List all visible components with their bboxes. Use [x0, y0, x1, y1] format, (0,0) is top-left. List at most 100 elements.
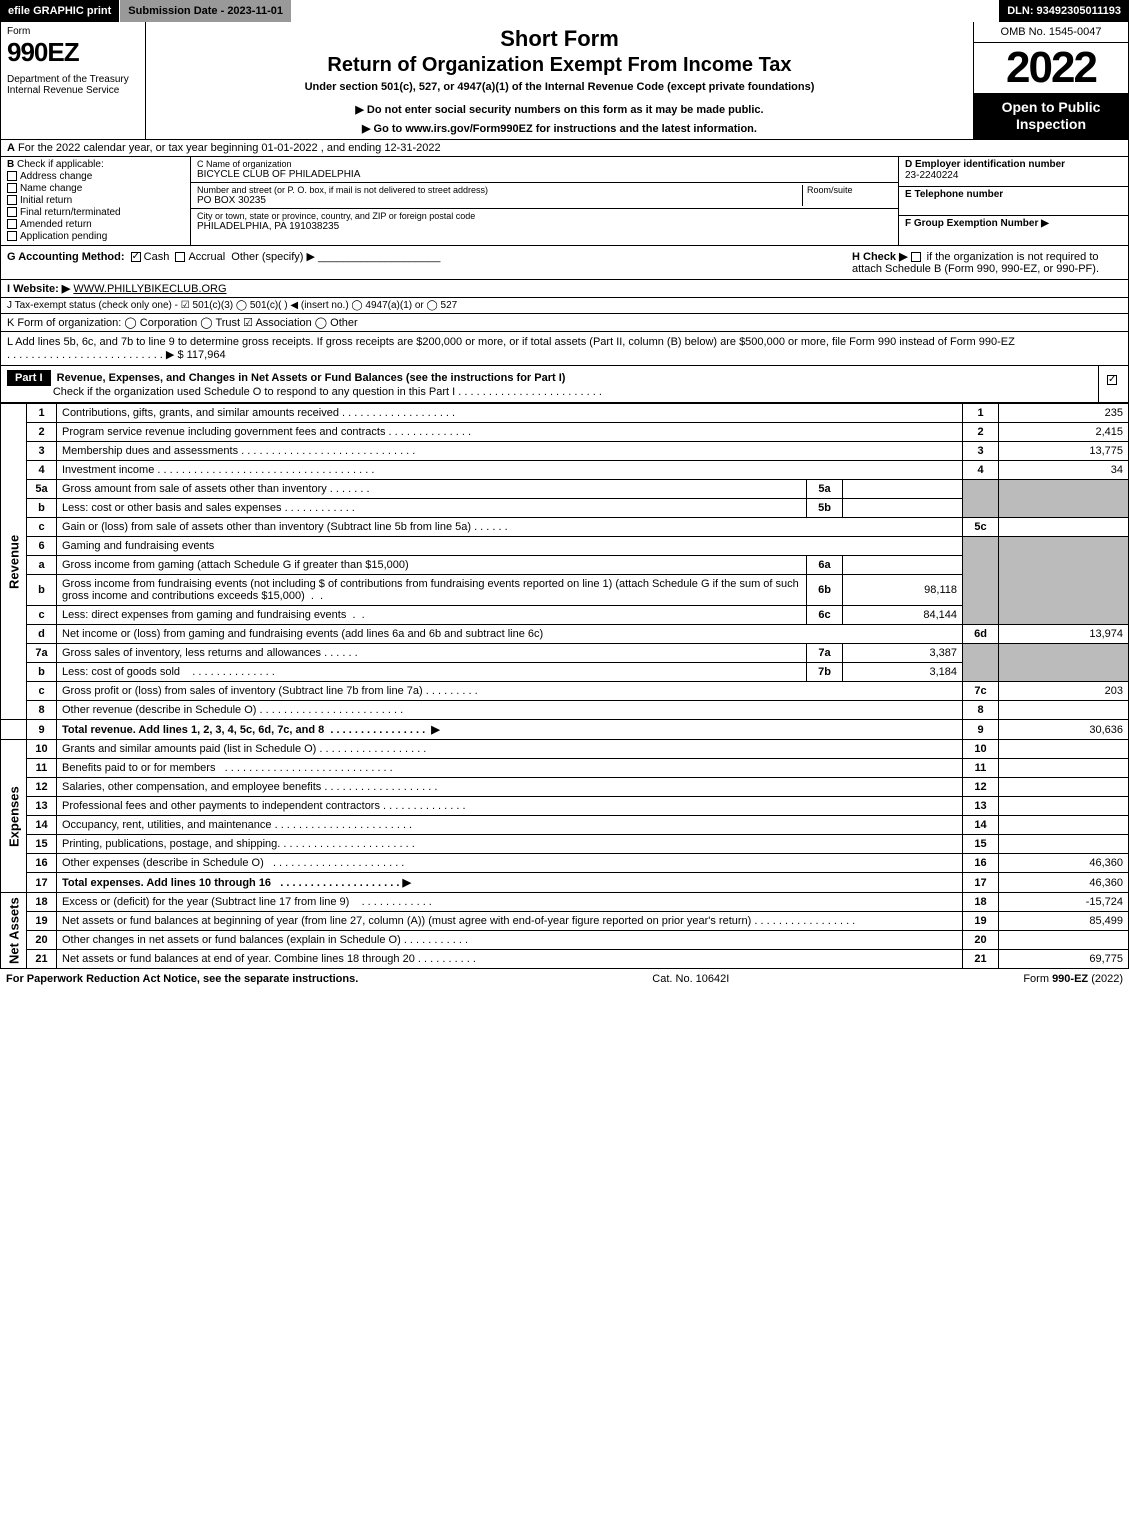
line-1-val: 235 — [999, 404, 1129, 423]
footer-right: Form 990-EZ (2022) — [1023, 973, 1123, 985]
chk-cash[interactable] — [131, 252, 141, 262]
c-name-row: C Name of organization BICYCLE CLUB OF P… — [191, 157, 898, 183]
line-18-val: -15,724 — [999, 893, 1129, 912]
line-3-desc: Membership dues and assessments . . . . … — [57, 442, 963, 461]
room-label: Room/suite — [807, 185, 892, 195]
short-form-title: Short Form — [154, 26, 965, 52]
header-left: Form 990EZ Department of the Treasury In… — [1, 22, 146, 139]
line-1-num: 1 — [27, 404, 57, 423]
line-2-desc: Program service revenue including govern… — [57, 423, 963, 442]
footer: For Paperwork Reduction Act Notice, see … — [0, 969, 1129, 989]
row-a-text: For the 2022 calendar year, or tax year … — [18, 142, 441, 154]
line-10-desc: Grants and similar amounts paid (list in… — [57, 740, 963, 759]
omb-number: OMB No. 1545-0047 — [974, 22, 1128, 43]
line-4-val: 34 — [999, 461, 1129, 480]
line-6a-desc: Gross income from gaming (attach Schedul… — [57, 556, 807, 575]
g-accounting: G Accounting Method: Cash Accrual Other … — [7, 250, 852, 275]
chk-initial-return[interactable]: Initial return — [7, 195, 184, 206]
goto-irs[interactable]: ▶ Go to www.irs.gov/Form990EZ for instru… — [154, 122, 965, 135]
tax-year: 2022 — [974, 43, 1128, 93]
col-c: C Name of organization BICYCLE CLUB OF P… — [191, 157, 898, 245]
i-label: I Website: ▶ — [7, 283, 70, 295]
chk-address-change[interactable]: Address change — [7, 171, 184, 182]
part-i-subtitle: Check if the organization used Schedule … — [53, 386, 455, 398]
g-other: Other (specify) ▶ — [231, 251, 315, 263]
line-14-desc: Occupancy, rent, utilities, and maintena… — [57, 816, 963, 835]
line-7c-val: 203 — [999, 682, 1129, 701]
line-5a-desc: Gross amount from sale of assets other t… — [57, 480, 807, 499]
form-number: 990EZ — [7, 37, 139, 68]
line-9-desc: Total revenue. Add lines 1, 2, 3, 4, 5c,… — [57, 720, 963, 740]
line-9-val: 30,636 — [999, 720, 1129, 740]
efile-print[interactable]: efile GRAPHIC print — [0, 0, 119, 22]
chk-name-change[interactable]: Name change — [7, 183, 184, 194]
l-value: ▶ $ 117,964 — [166, 349, 226, 361]
line-21-val: 69,775 — [999, 950, 1129, 969]
line-6-desc: Gaming and fundraising events — [57, 537, 963, 556]
c-city-row: City or town, state or province, country… — [191, 209, 898, 234]
line-2-val: 2,415 — [999, 423, 1129, 442]
do-not-enter: ▶ Do not enter social security numbers o… — [154, 103, 965, 116]
line-6a-val — [843, 556, 963, 575]
chk-accrual[interactable] — [175, 252, 185, 262]
line-1-rnum: 1 — [963, 404, 999, 423]
website-row: I Website: ▶ WWW.PHILLYBIKECLUB.ORG — [0, 280, 1129, 298]
org-name: BICYCLE CLUB OF PHILADELPHIA — [197, 169, 892, 180]
c-name-label: C Name of organization — [197, 159, 892, 169]
part-i-checkbox[interactable] — [1098, 366, 1128, 402]
line-5b-val — [843, 499, 963, 518]
lines-table: Revenue 1 Contributions, gifts, grants, … — [0, 403, 1129, 969]
website-url[interactable]: WWW.PHILLYBIKECLUB.ORG — [73, 283, 226, 295]
section-gh: G Accounting Method: Cash Accrual Other … — [0, 246, 1129, 280]
header-right: OMB No. 1545-0047 2022 Open to Public In… — [973, 22, 1128, 139]
ein: 23-2240224 — [905, 170, 958, 181]
chk-application-pending[interactable]: Application pending — [7, 231, 184, 242]
line-7a-desc: Gross sales of inventory, less returns a… — [57, 644, 807, 663]
line-16-val: 46,360 — [999, 854, 1129, 873]
line-6b-desc: Gross income from fundraising events (no… — [57, 575, 807, 606]
line-20-val — [999, 931, 1129, 950]
line-12-val — [999, 778, 1129, 797]
line-14-val — [999, 816, 1129, 835]
line-13-val — [999, 797, 1129, 816]
b-label: Check if applicable: — [17, 159, 104, 170]
line-19-val: 85,499 — [999, 912, 1129, 931]
f-row: F Group Exemption Number ▶ — [899, 216, 1128, 245]
line-7c-desc: Gross profit or (loss) from sales of inv… — [57, 682, 963, 701]
e-row: E Telephone number — [899, 187, 1128, 217]
line-12-desc: Salaries, other compensation, and employ… — [57, 778, 963, 797]
chk-final-return[interactable]: Final return/terminated — [7, 207, 184, 218]
e-label: E Telephone number — [905, 189, 1003, 200]
line-10-val — [999, 740, 1129, 759]
chk-h[interactable] — [911, 252, 921, 262]
form-word: Form — [7, 26, 139, 37]
line-3-val: 13,775 — [999, 442, 1129, 461]
line-8-val — [999, 701, 1129, 720]
j-tax-exempt: J Tax-exempt status (check only one) - ☑… — [0, 298, 1129, 314]
header-center: Short Form Return of Organization Exempt… — [146, 22, 973, 139]
chk-amended-return[interactable]: Amended return — [7, 219, 184, 230]
line-15-val — [999, 835, 1129, 854]
c-addr-label: Number and street (or P. O. box, if mail… — [197, 185, 802, 195]
expenses-label: Expenses — [1, 740, 27, 893]
line-20-desc: Other changes in net assets or fund bala… — [57, 931, 963, 950]
revenue-label: Revenue — [1, 404, 27, 720]
part-i-label: Part I — [7, 370, 51, 386]
col-b: B Check if applicable: Address change Na… — [1, 157, 191, 245]
line-16-desc: Other expenses (describe in Schedule O) … — [57, 854, 963, 873]
part-i-header: Part I Revenue, Expenses, and Changes in… — [0, 366, 1129, 403]
c-city-label: City or town, state or province, country… — [197, 211, 892, 221]
submission-date: Submission Date - 2023-11-01 — [119, 0, 291, 22]
line-17-val: 46,360 — [999, 873, 1129, 893]
footer-left: For Paperwork Reduction Act Notice, see … — [6, 973, 358, 985]
line-6b-val: 98,118 — [843, 575, 963, 606]
d-row: D Employer identification number 23-2240… — [899, 157, 1128, 187]
col-def: D Employer identification number 23-2240… — [898, 157, 1128, 245]
under-section: Under section 501(c), 527, or 4947(a)(1)… — [154, 81, 965, 93]
line-21-desc: Net assets or fund balances at end of ye… — [57, 950, 963, 969]
g-label: G Accounting Method: — [7, 251, 125, 263]
dln: DLN: 93492305011193 — [999, 0, 1129, 22]
goto-text[interactable]: ▶ Go to www.irs.gov/Form990EZ for instru… — [362, 123, 757, 135]
k-form-org: K Form of organization: ◯ Corporation ◯ … — [0, 314, 1129, 332]
h-label: H Check ▶ — [852, 251, 908, 263]
